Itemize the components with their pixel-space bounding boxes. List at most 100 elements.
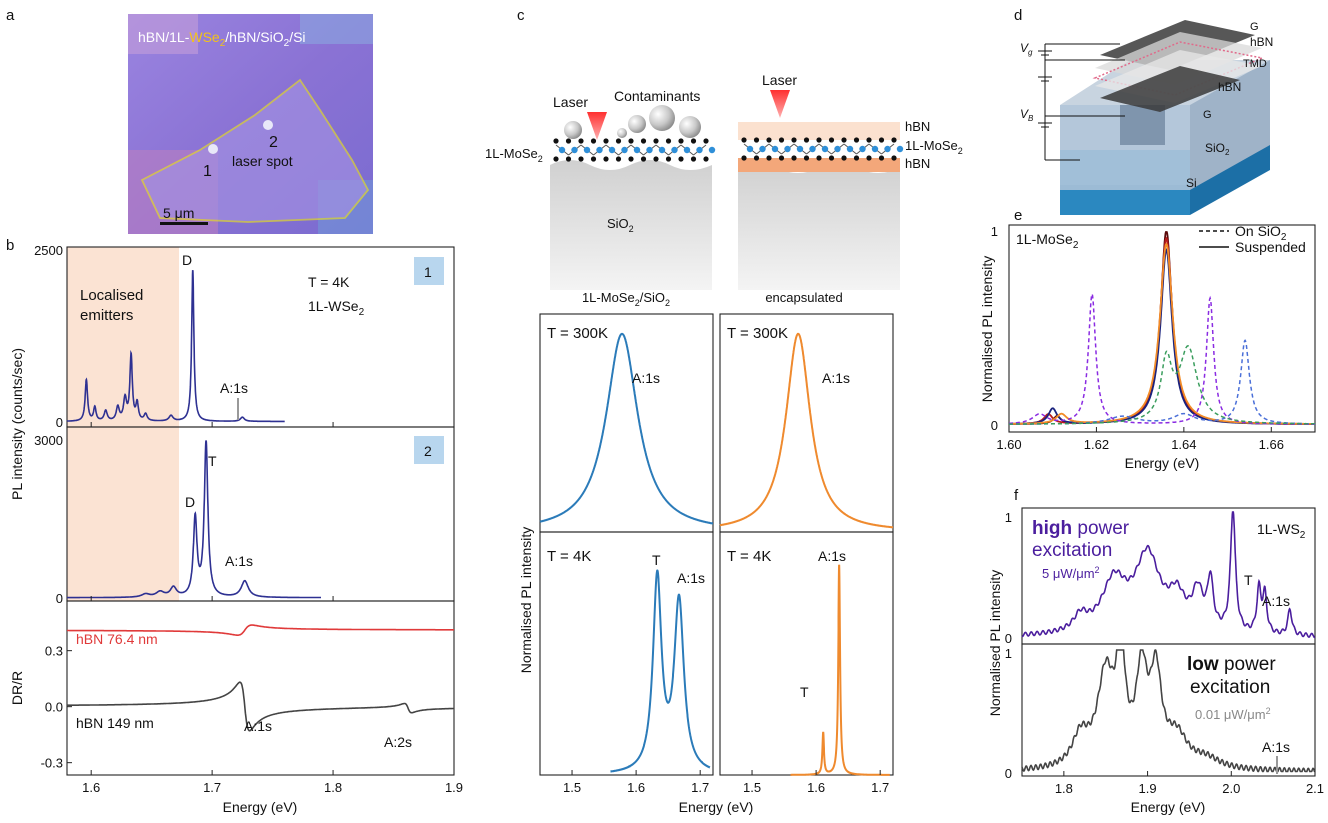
c-temp-4-right: T = 4K <box>727 548 771 565</box>
mo-atom <box>859 145 866 153</box>
e-mat-label: 1L-MoSe2 <box>1016 231 1079 251</box>
laser-beam-right <box>770 90 790 118</box>
b-ytick-dr: 0.0 <box>45 700 63 715</box>
laser-beam-left <box>587 112 607 140</box>
badge-2 <box>414 436 444 464</box>
c-peak-a1s-1: A:1s <box>632 370 660 386</box>
axes-b-bottom <box>66 600 455 776</box>
e-ylabel: Normalised PL intensity <box>979 256 995 403</box>
mo-atom <box>771 145 779 153</box>
pl-line-spot2 <box>67 440 321 599</box>
reflectance-line-76nm <box>67 624 454 636</box>
se-atom <box>791 155 797 161</box>
e-lines <box>1009 231 1315 425</box>
se-atom <box>653 138 659 144</box>
hbn-76-label: hBN 76.4 nm <box>76 631 158 647</box>
f-xtick: 2.1 <box>1306 781 1324 796</box>
mo-atom <box>746 145 754 153</box>
se-atom <box>791 137 797 143</box>
badge-1-text: 1 <box>424 264 432 280</box>
c-xtick: 1.7 <box>871 780 889 795</box>
spot-1-label: 1 <box>203 163 212 180</box>
peak-A1s-bottom: A:1s <box>244 718 272 734</box>
f-low-excitation: excitation <box>1190 677 1270 698</box>
e-series-line <box>1009 291 1315 425</box>
f-ylabel: Normalised PL intensity <box>987 570 1003 717</box>
se-atom <box>841 137 847 143</box>
c-xtick: 1.5 <box>563 780 581 795</box>
c-peak-a1s-2: A:1s <box>822 370 850 386</box>
f-xtick: 1.8 <box>1055 781 1073 796</box>
panel-label-d: d <box>1014 7 1022 24</box>
se-atom <box>891 155 897 161</box>
localised-emitters-shade <box>67 247 179 427</box>
laser-spot-label: laser spot <box>232 153 293 169</box>
c-col1-title: 1L-MoSe2/SiO2 <box>582 290 670 308</box>
mo-atom <box>683 146 691 154</box>
c-temp-4-left: T = 4K <box>547 548 591 565</box>
mo-atom <box>621 146 628 154</box>
panel-label-c: c <box>517 7 525 24</box>
se-atom <box>878 155 885 161</box>
mo-atom <box>834 145 841 153</box>
contaminant <box>679 116 701 138</box>
mo-atom <box>671 146 678 154</box>
f-line-high <box>1021 511 1316 639</box>
badge-1 <box>414 257 444 285</box>
c-xtick: 1.6 <box>807 780 825 795</box>
f-high-excitation: excitation <box>1032 540 1112 561</box>
mo-atom <box>896 145 904 153</box>
c-line-sio2-4k <box>610 569 711 773</box>
b-ytick-3000: 3000 <box>34 433 63 448</box>
reflectance-line-149nm <box>67 681 454 732</box>
trench <box>1120 105 1165 145</box>
mo-atom <box>646 146 653 154</box>
panel-b: b 2500 0 3000 0 -0.3 0.0 0.3 1.6 1.7 1.8 1.9 Local… <box>6 237 463 815</box>
e-ytick-0: 0 <box>991 418 998 433</box>
axes-e <box>1008 224 1316 433</box>
panel-label-a: a <box>6 7 15 24</box>
e-series-line <box>1009 345 1315 425</box>
mo-atom <box>809 145 816 153</box>
d-g-top: G <box>1250 21 1259 33</box>
f-high-power: 5 μW/μm2 <box>1042 565 1100 581</box>
panel-e: e 1.60 1.62 1.64 1.66 1 0 1L-MoSe2 On SiO2 … <box>979 207 1316 471</box>
panel-d: d Vg VB G hBN TMD hBN G SiO2 Si <box>1014 7 1273 215</box>
f-ticks: 1.8 1.9 2.0 2.1 <box>1055 771 1324 796</box>
se-atom <box>766 137 772 143</box>
se-atom <box>766 155 772 161</box>
mose2-label-right: 1L-MoSe2 <box>905 138 963 156</box>
mo-atom <box>583 146 591 154</box>
c-xlabel: Energy (eV) <box>679 799 754 815</box>
d-hbn-bottom: hBN <box>1218 80 1241 94</box>
sio2-label-c: SiO2 <box>607 216 634 234</box>
b-ylabel-dr: DR/R <box>9 671 25 705</box>
se-atom <box>853 137 860 143</box>
contaminant <box>649 105 675 131</box>
se-atom <box>565 138 572 144</box>
se-atom <box>778 155 785 161</box>
graphene-bottom <box>1100 66 1240 112</box>
si-layer-side <box>1060 185 1190 215</box>
c-peak-t-right: T <box>800 684 809 700</box>
panel-label-b: b <box>6 237 14 254</box>
panel-f: f 1.8 1.9 2.0 2.1 1 0 1 0 high power excita… <box>987 487 1324 815</box>
mo-atom <box>884 145 891 153</box>
b-ticks: 2500 0 3000 0 -0.3 0.0 0.3 1.6 1.7 1.8 1.9 <box>34 243 463 795</box>
c-line-encap-4k <box>790 564 890 776</box>
mo-atom <box>759 145 766 153</box>
b-ytick-dr: -0.3 <box>41 756 63 771</box>
laser-label-left: Laser <box>553 94 588 110</box>
axes-c-sio2-4k <box>539 531 714 776</box>
se-atom <box>603 156 609 162</box>
se-atom <box>841 155 847 161</box>
scalebar <box>160 222 208 225</box>
se-atom <box>640 156 647 162</box>
temp-label: T = 4K <box>308 274 350 290</box>
vb-label: VB <box>1020 107 1034 123</box>
c-temp-300-right: T = 300K <box>727 325 788 342</box>
axes-f-low <box>1021 643 1316 777</box>
mose2-lattice-left <box>553 138 716 162</box>
c-xtick: 1.5 <box>743 780 761 795</box>
hbn-top-layer <box>738 122 900 140</box>
